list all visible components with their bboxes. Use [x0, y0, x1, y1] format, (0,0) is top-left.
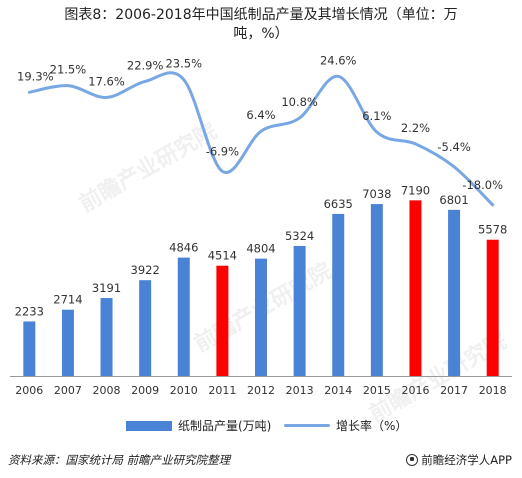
- legend-line-label: 增长率（%）: [336, 419, 408, 433]
- x-tick-label-2010: 2010: [170, 384, 198, 397]
- chart-title: 图表8：2006-2018年中国纸制品产量及其增长情况（单位：万 吨，%）: [8, 6, 514, 44]
- growth-rate-line: [27, 71, 495, 207]
- x-tick-label-2007: 2007: [54, 384, 82, 397]
- bar-2016: [409, 200, 422, 376]
- growth-label-2012: 6.4%: [246, 108, 275, 122]
- bar-2009: [139, 280, 152, 376]
- bar-value-label-2009: 3922: [131, 263, 160, 277]
- growth-label-2009: 22.9%: [127, 58, 164, 72]
- growth-label-2018: -18.0%: [462, 178, 503, 192]
- bar-value-label-2007: 2714: [53, 293, 82, 307]
- legend-item-line: 增长率（%）: [284, 417, 407, 434]
- growth-label-2017: -5.4%: [437, 140, 470, 154]
- bar-2006: [23, 321, 36, 376]
- x-tick-label-2013: 2013: [286, 384, 314, 397]
- bar-value-label-2011: 4514: [208, 249, 237, 263]
- bar-value-label-2010: 4846: [169, 241, 198, 255]
- chart-title-line2: 吨，%）: [233, 26, 289, 42]
- x-tick-label-2015: 2015: [363, 384, 391, 397]
- legend: 纸制品产量(万吨) 增长率（%）: [0, 411, 522, 435]
- legend-item-bar: 纸制品产量(万吨): [126, 417, 271, 434]
- bar-2010: [177, 257, 190, 376]
- x-tick-label-2017: 2017: [440, 384, 468, 397]
- combo-chart: 2233 2006 2714 2007 3191 2008 3922 2009 4846 2010…: [10, 53, 512, 397]
- growth-label-2010: 23.5%: [165, 57, 202, 71]
- bar-2017: [448, 209, 461, 376]
- x-tick-label-2009: 2009: [131, 384, 159, 397]
- bar-2018: [486, 239, 499, 376]
- legend-bar-label: 纸制品产量(万吨): [178, 419, 272, 433]
- bar-value-label-2017: 6801: [439, 193, 468, 207]
- bar-2007: [61, 309, 74, 376]
- growth-label-2011: -6.9%: [206, 144, 239, 158]
- bar-2008: [100, 298, 113, 376]
- bar-2014: [332, 213, 345, 376]
- growth-label-2016: 2.2%: [401, 121, 430, 135]
- x-tick-label-2011: 2011: [208, 384, 236, 397]
- growth-label-2006: 19.3%: [17, 69, 54, 83]
- bar-value-label-2012: 4804: [246, 242, 275, 256]
- x-tick-label-2008: 2008: [93, 384, 121, 397]
- x-tick-label-2016: 2016: [401, 384, 429, 397]
- source-note: 资料来源：国家统计局 前瞻产业研究院整理: [8, 453, 231, 467]
- bar-value-label-2008: 3191: [92, 281, 121, 295]
- legend-bar-swatch: [126, 420, 172, 431]
- bar-value-label-2015: 7038: [362, 187, 391, 201]
- bar-value-label-2016: 7190: [401, 183, 430, 197]
- bar-2012: [255, 258, 267, 376]
- chart-title-line1: 图表8：2006-2018年中国纸制品产量及其增长情况（单位：万: [64, 7, 458, 23]
- bar-value-label-2014: 6635: [324, 197, 353, 211]
- bar-2013: [293, 245, 306, 376]
- bar-2015: [370, 204, 383, 376]
- x-tick-label-2018: 2018: [479, 384, 507, 397]
- brand-label: 前瞻经济学人APP: [421, 453, 512, 467]
- brand: 前瞻经济学人APP: [406, 452, 512, 468]
- brand-logo-icon: [406, 454, 419, 466]
- legend-line-swatch: [284, 424, 330, 427]
- growth-label-2013: 10.8%: [281, 95, 318, 109]
- x-tick-label-2012: 2012: [247, 384, 275, 397]
- growth-label-2015: 6.1%: [362, 109, 391, 123]
- growth-label-2014: 24.6%: [320, 53, 357, 67]
- bar-value-label-2013: 5324: [285, 229, 314, 243]
- bar-value-label-2006: 2233: [15, 304, 44, 318]
- bar-value-label-2018: 5578: [478, 223, 507, 237]
- bar-2011: [216, 265, 229, 376]
- growth-label-2007: 21.5%: [50, 63, 87, 77]
- growth-label-2008: 17.6%: [88, 74, 125, 88]
- x-tick-label-2014: 2014: [324, 384, 352, 397]
- x-tick-label-2006: 2006: [15, 384, 43, 397]
